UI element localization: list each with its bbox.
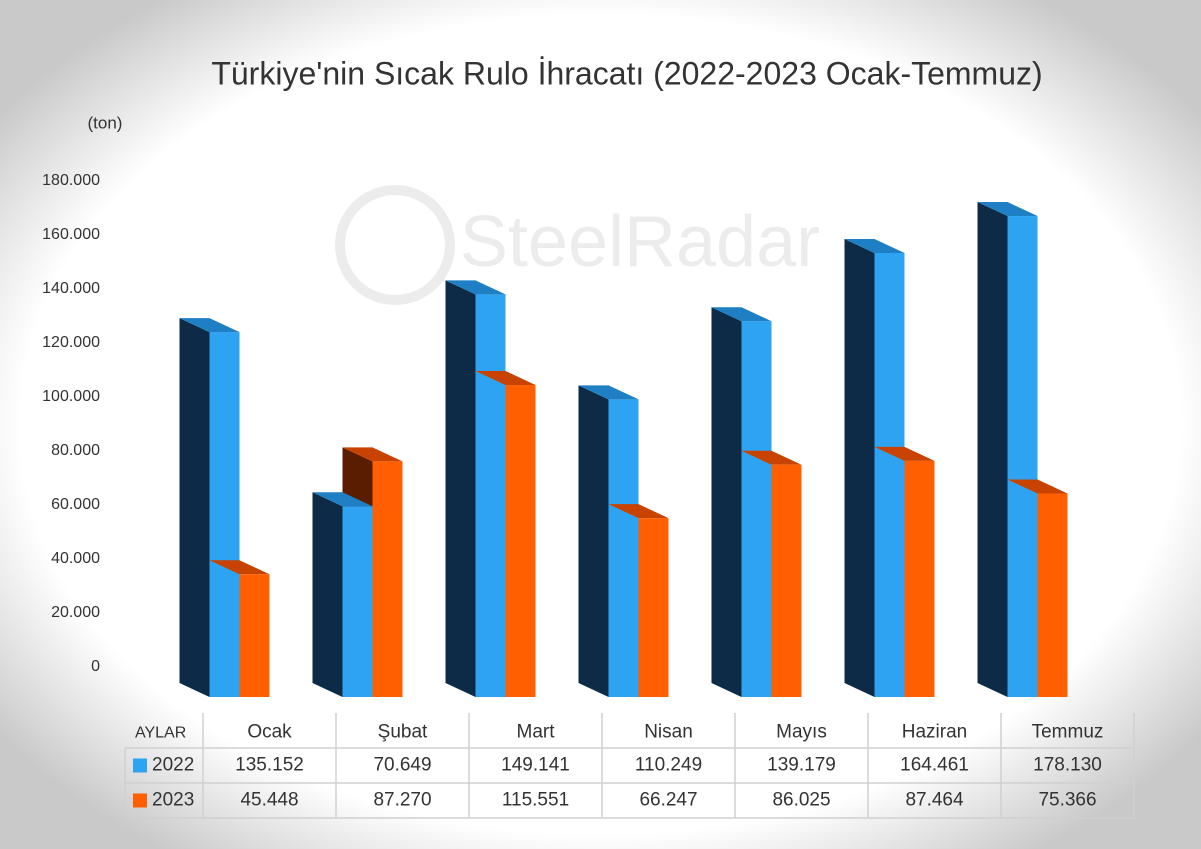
table-value: 139.179: [767, 755, 836, 776]
bar-top: [179, 318, 240, 333]
y-tick-label: 0: [91, 658, 100, 675]
table-value: 115.551: [502, 790, 569, 811]
y-tick-label: 180.000: [42, 172, 100, 189]
table-header: AYLAR: [135, 725, 186, 742]
chart-title: Türkiye'nin Sıcak Rulo İhracatı (2022-20…: [211, 55, 1042, 91]
bar-top: [844, 238, 905, 253]
table-value: 135.152: [235, 755, 304, 776]
legend-label: 2022: [152, 755, 194, 776]
bar-top: [445, 280, 506, 295]
y-tick-label: 20.000: [51, 604, 100, 621]
bar: [475, 294, 506, 697]
y-tick-label: 120.000: [42, 334, 100, 351]
legend-label: 2023: [152, 790, 194, 811]
x-tick-label: Mayıs: [776, 722, 827, 743]
bar: [505, 385, 536, 697]
table-value: 164.461: [900, 755, 969, 776]
bar-side: [179, 318, 210, 697]
legend-swatch: [133, 793, 147, 808]
bar: [771, 464, 802, 697]
bar-side: [578, 385, 609, 697]
x-tick-label: Haziran: [902, 722, 967, 743]
y-tick-label: 60.000: [51, 496, 100, 513]
x-tick-label: Ocak: [247, 722, 292, 743]
x-tick-label: Mart: [517, 722, 556, 743]
watermark: SteelRadar: [460, 202, 820, 282]
y-tick-label: 40.000: [51, 550, 100, 567]
bar: [239, 574, 270, 697]
bar: [874, 252, 905, 697]
bar-side: [445, 280, 476, 697]
x-tick-label: Nisan: [644, 722, 693, 743]
table-value: 149.141: [501, 755, 570, 776]
bar-top: [741, 450, 802, 465]
x-tick-label: Şubat: [378, 722, 428, 743]
table-value: 87.270: [373, 790, 431, 811]
bar-top: [578, 385, 639, 400]
bar: [741, 321, 772, 697]
y-unit: (ton): [88, 113, 123, 132]
table-value: 70.649: [373, 755, 431, 776]
bar-side: [711, 307, 742, 697]
y-tick-label: 100.000: [42, 388, 100, 405]
bar-side: [312, 492, 343, 697]
table-value: 75.366: [1038, 790, 1096, 811]
bar: [372, 461, 403, 697]
table-value: 87.464: [905, 790, 964, 811]
y-tick-label: 80.000: [51, 442, 100, 459]
bar-top: [475, 371, 536, 386]
y-tick-label: 160.000: [42, 226, 100, 243]
bar-side: [977, 202, 1008, 697]
bar: [1037, 493, 1068, 697]
bar-top: [977, 202, 1038, 217]
table-value: 45.448: [240, 790, 298, 811]
bar: [1007, 216, 1038, 697]
x-tick-label: Temmuz: [1032, 722, 1104, 743]
bar: [904, 460, 935, 697]
watermark-icon: [335, 185, 455, 305]
table-value: 110.249: [635, 755, 702, 776]
bar: [608, 399, 639, 697]
bar-top: [209, 560, 270, 575]
y-tick-label: 140.000: [42, 280, 100, 297]
table-value: 66.247: [639, 790, 697, 811]
bar-top: [608, 504, 669, 519]
bar-top: [874, 446, 935, 461]
bar: [342, 506, 373, 697]
bar-top: [711, 307, 772, 322]
bar: [638, 518, 669, 697]
bar: [209, 332, 240, 697]
table-value: 178.130: [1033, 755, 1102, 776]
bar-top: [1007, 479, 1068, 494]
bar-side: [844, 238, 875, 697]
bar-top: [342, 447, 403, 462]
table-value: 86.025: [772, 790, 830, 811]
bar-top: [312, 492, 373, 507]
legend-swatch: [133, 758, 147, 773]
